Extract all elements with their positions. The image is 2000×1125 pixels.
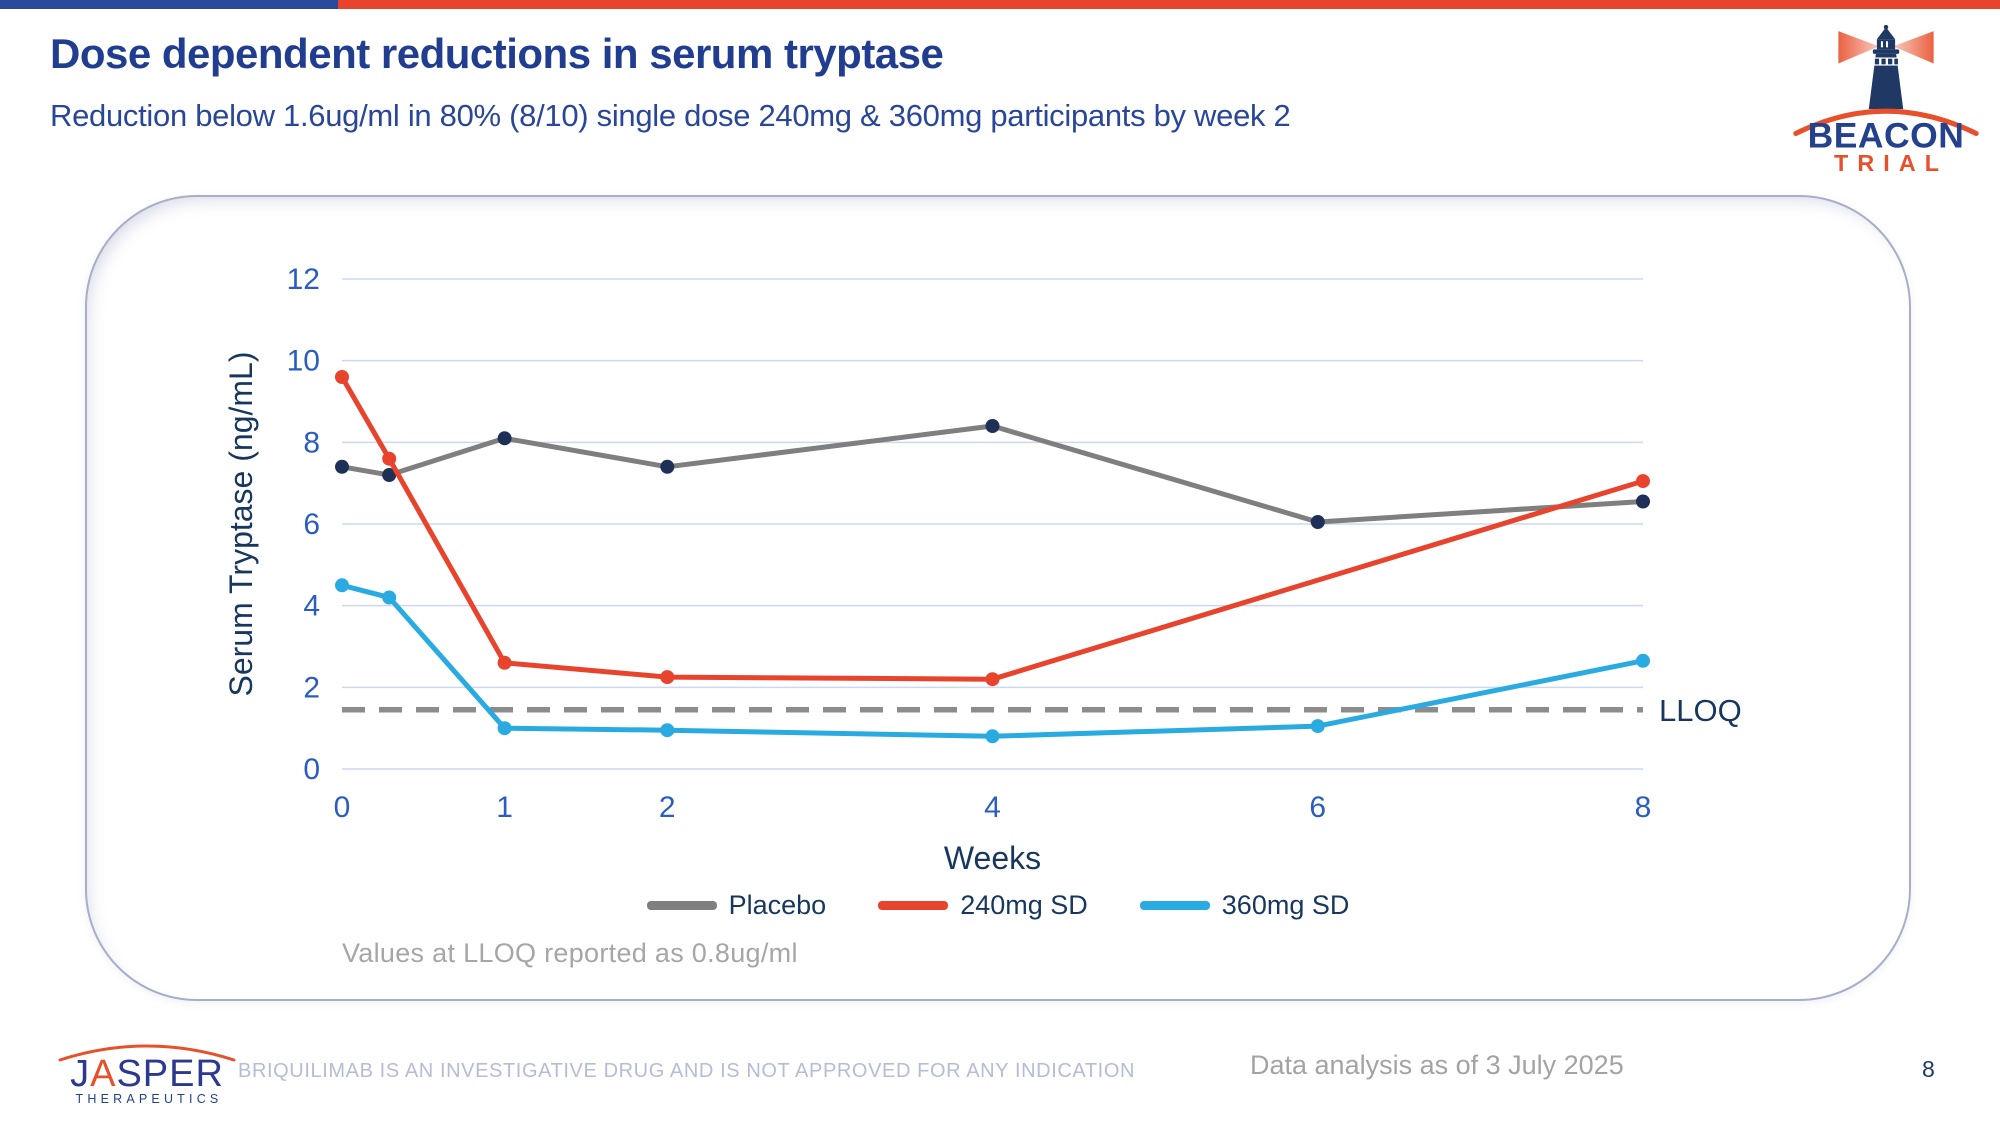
- data-point-360mg-sd: [985, 729, 1000, 744]
- data-point-240mg-sd: [1636, 474, 1650, 489]
- legend-item-360mg-sd: 360mg SD: [1139, 890, 1350, 921]
- data-point-240mg-sd: [382, 451, 397, 466]
- y-tick-label: 12: [287, 263, 320, 296]
- y-tick-label: 8: [303, 426, 320, 459]
- lloq-label: LLOQ: [1659, 693, 1742, 728]
- data-point-360mg-sd: [335, 578, 349, 593]
- chart-card: 0 2 4 6 8 10 12 0 1 2 4 6 8 LLOQ Weeks Serum Tryptase (…: [85, 195, 1911, 1001]
- y-tick-label: 6: [303, 508, 320, 541]
- x-axis-title: Weeks: [944, 840, 1041, 876]
- y-axis-title: Serum Tryptase (ng/mL): [223, 352, 259, 697]
- data-point-240mg-sd: [497, 655, 512, 670]
- x-tick-label: 0: [334, 791, 351, 824]
- data-point-360mg-sd: [382, 590, 397, 605]
- x-tick-label: 1: [496, 791, 513, 824]
- data-point-placebo: [497, 431, 512, 446]
- y-tick-label: 2: [303, 671, 320, 704]
- slide-title: Dose dependent reductions in serum trypt…: [50, 30, 944, 77]
- data-point-placebo: [985, 419, 1000, 433]
- jasper-arc: [58, 1044, 236, 1062]
- jasper-letter-j: J: [70, 1053, 90, 1095]
- data-point-360mg-sd: [660, 723, 675, 738]
- data-point-placebo: [335, 459, 349, 474]
- y-tick-label: 10: [287, 345, 320, 378]
- footer-data-note: Data analysis as of 3 July 2025: [1250, 1050, 1624, 1080]
- jasper-letters-sper: SPER: [116, 1053, 223, 1095]
- data-point-placebo: [1636, 494, 1650, 509]
- beacon-arc: [1793, 108, 1979, 137]
- data-point-placebo: [660, 459, 675, 474]
- jasper-therapeutics-logo: JASPER THERAPEUTICS: [58, 1044, 236, 1106]
- jasper-letter-a: A: [90, 1053, 116, 1095]
- slide-subtitle: Reduction below 1.6ug/ml in 80% (8/10) s…: [50, 98, 1291, 133]
- data-point-360mg-sd: [1636, 653, 1650, 668]
- data-point-placebo: [382, 468, 397, 482]
- legend-swatch-240mg-sd: [878, 901, 949, 910]
- jasper-wordmark: JASPER: [70, 1053, 224, 1095]
- x-tick-label: 4: [984, 791, 1001, 824]
- beacon-logo-text: BEACON: [1808, 116, 1965, 156]
- legend-item-240mg-sd: 240mg SD: [878, 890, 1088, 921]
- data-point-240mg-sd: [335, 370, 349, 384]
- series-line-240mg-sd: [339, 374, 1646, 682]
- x-tick-label: 2: [659, 791, 676, 824]
- top-accent-red-segment: [338, 0, 2000, 9]
- jasper-subtext: THERAPEUTICS: [76, 1092, 223, 1106]
- y-tick-label: 0: [303, 753, 320, 786]
- legend-swatch-placebo: [646, 901, 717, 910]
- chart-note: Values at LLOQ reported as 0.8ug/ml: [342, 938, 798, 968]
- series-line-placebo: [339, 423, 1646, 525]
- legend-label-placebo: Placebo: [728, 890, 827, 920]
- data-point-240mg-sd: [660, 670, 675, 685]
- data-point-360mg-sd: [1310, 719, 1325, 734]
- page-number: 8: [1922, 1056, 1935, 1082]
- footer-disclaimer: BRIQUILIMAB IS AN INVESTIGATIVE DRUG AND…: [238, 1060, 1136, 1082]
- legend-item-placebo: Placebo: [646, 890, 827, 921]
- x-tick-label: 8: [1635, 791, 1652, 824]
- x-tick-label: 6: [1309, 791, 1326, 824]
- data-point-240mg-sd: [985, 672, 1000, 687]
- legend-label-360mg-sd: 360mg SD: [1221, 890, 1350, 920]
- beacon-trial-logo: BEACON TRIAL: [1793, 24, 1979, 174]
- legend-swatch-360mg-sd: [1139, 901, 1210, 910]
- lighthouse-icon: [1868, 24, 1904, 110]
- lighthouse-beam-right: [1893, 31, 1934, 64]
- legend-label-240mg-sd: 240mg SD: [960, 890, 1088, 920]
- series-line-360mg-sd: [339, 582, 1646, 739]
- beacon-logo-trial-text: TRIAL: [1834, 150, 1948, 174]
- lighthouse-beam-left: [1838, 31, 1879, 64]
- y-tick-label: 4: [303, 590, 320, 623]
- top-accent-bar: [0, 0, 2000, 9]
- top-accent-blue-segment: [0, 0, 338, 9]
- data-point-placebo: [1310, 515, 1325, 529]
- chart-legend: Placebo 240mg SD 360mg SD: [87, 890, 1909, 921]
- data-point-360mg-sd: [497, 721, 512, 736]
